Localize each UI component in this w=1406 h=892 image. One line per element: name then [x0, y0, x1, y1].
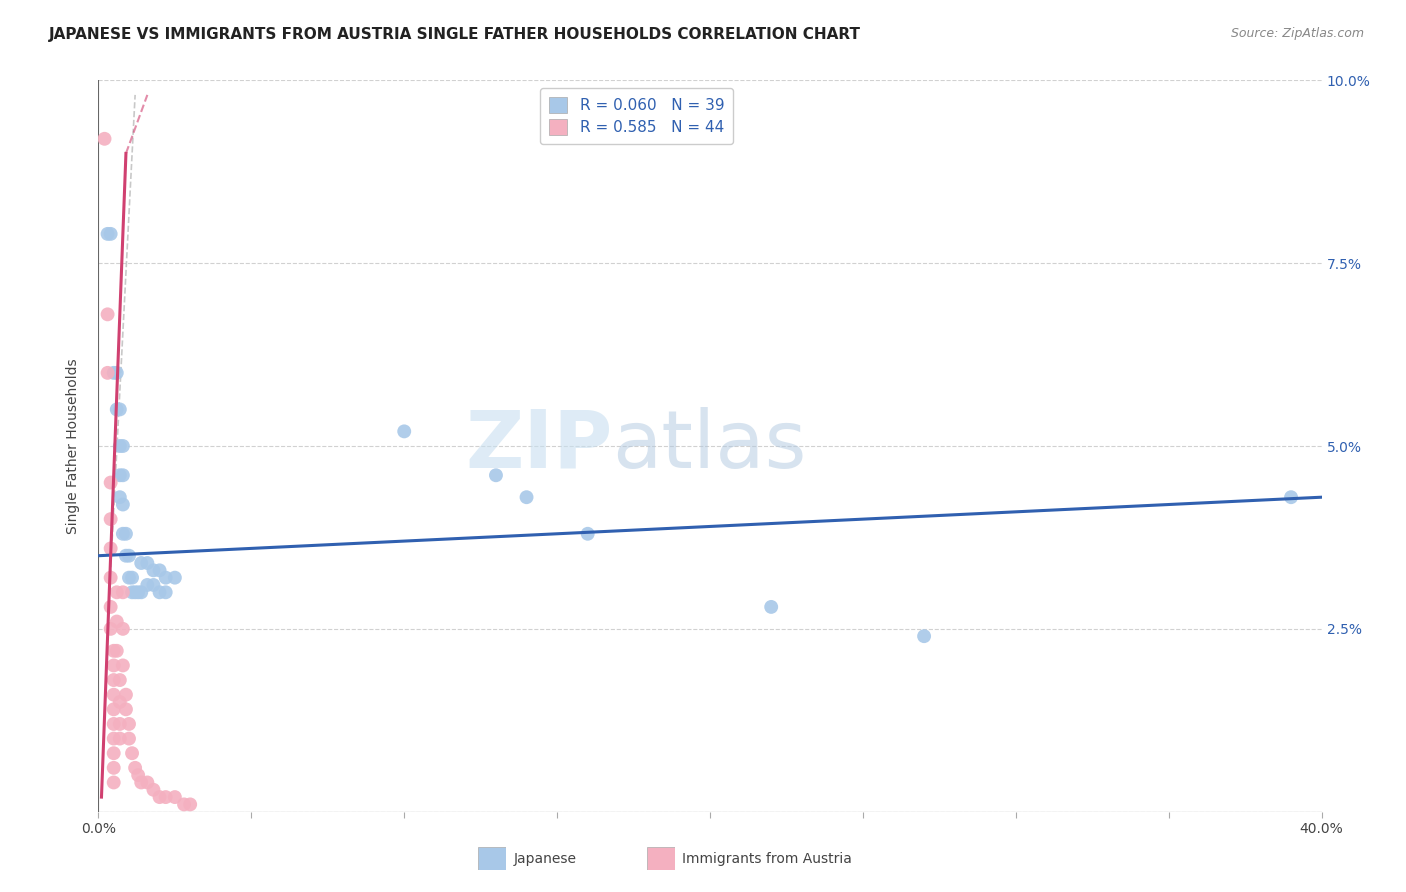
- Point: [118, 571, 141, 585]
- Point: [111, 585, 134, 599]
- Point: [485, 468, 508, 483]
- Point: [103, 761, 125, 775]
- Point: [100, 227, 122, 241]
- Point: [100, 571, 122, 585]
- Point: [115, 688, 138, 702]
- Point: [136, 578, 159, 592]
- Point: [108, 717, 131, 731]
- Point: [127, 768, 149, 782]
- Point: [516, 490, 538, 504]
- Point: [108, 468, 131, 483]
- Point: [108, 673, 131, 687]
- Point: [103, 717, 125, 731]
- Point: [103, 658, 125, 673]
- Point: [155, 790, 177, 805]
- Point: [103, 673, 125, 687]
- Point: [118, 731, 141, 746]
- Point: [149, 563, 172, 577]
- Point: [173, 797, 195, 812]
- Point: [105, 402, 128, 417]
- Point: [111, 622, 134, 636]
- Point: [136, 775, 159, 789]
- Text: Immigrants from Austria: Immigrants from Austria: [682, 852, 852, 866]
- Point: [121, 585, 143, 599]
- Point: [129, 585, 152, 599]
- Point: [111, 468, 134, 483]
- Point: [115, 526, 138, 541]
- Point: [103, 731, 125, 746]
- Point: [136, 556, 159, 570]
- Point: [97, 307, 120, 321]
- Point: [103, 746, 125, 760]
- Point: [129, 775, 152, 789]
- Point: [155, 585, 177, 599]
- Point: [100, 599, 122, 614]
- Point: [124, 585, 146, 599]
- Point: [103, 775, 125, 789]
- Point: [142, 782, 165, 797]
- Point: [100, 541, 122, 556]
- Point: [142, 563, 165, 577]
- Point: [127, 585, 149, 599]
- Y-axis label: Single Father Households: Single Father Households: [66, 359, 80, 533]
- Point: [100, 622, 122, 636]
- Point: [97, 227, 120, 241]
- Legend: R = 0.060   N = 39, R = 0.585   N = 44: R = 0.060 N = 39, R = 0.585 N = 44: [540, 88, 734, 145]
- Point: [118, 717, 141, 731]
- Point: [93, 132, 115, 146]
- Point: [108, 695, 131, 709]
- Text: Source: ZipAtlas.com: Source: ZipAtlas.com: [1230, 27, 1364, 40]
- Point: [129, 556, 152, 570]
- Point: [121, 571, 143, 585]
- Point: [149, 585, 172, 599]
- Point: [121, 746, 143, 760]
- Text: atlas: atlas: [612, 407, 807, 485]
- Point: [103, 644, 125, 658]
- Point: [142, 578, 165, 592]
- Point: [105, 644, 128, 658]
- Point: [118, 549, 141, 563]
- Point: [108, 731, 131, 746]
- Point: [108, 402, 131, 417]
- Point: [576, 526, 599, 541]
- Point: [111, 439, 134, 453]
- Point: [115, 549, 138, 563]
- Point: [759, 599, 782, 614]
- Point: [179, 797, 201, 812]
- Point: [149, 790, 172, 805]
- Point: [103, 702, 125, 716]
- Point: [105, 585, 128, 599]
- Point: [105, 615, 128, 629]
- Point: [163, 571, 186, 585]
- Point: [155, 571, 177, 585]
- Point: [1279, 490, 1302, 504]
- Point: [115, 702, 138, 716]
- Point: [392, 425, 416, 439]
- Point: [163, 790, 186, 805]
- Point: [111, 658, 134, 673]
- Point: [105, 366, 128, 380]
- Point: [103, 366, 125, 380]
- Point: [97, 366, 120, 380]
- Text: JAPANESE VS IMMIGRANTS FROM AUSTRIA SINGLE FATHER HOUSEHOLDS CORRELATION CHART: JAPANESE VS IMMIGRANTS FROM AUSTRIA SING…: [49, 27, 862, 42]
- Point: [108, 490, 131, 504]
- Point: [124, 761, 146, 775]
- Point: [103, 688, 125, 702]
- Point: [912, 629, 935, 643]
- Point: [111, 526, 134, 541]
- Point: [111, 498, 134, 512]
- Point: [100, 475, 122, 490]
- Text: Japanese: Japanese: [513, 852, 576, 866]
- Point: [100, 512, 122, 526]
- Text: ZIP: ZIP: [465, 407, 612, 485]
- Point: [108, 439, 131, 453]
